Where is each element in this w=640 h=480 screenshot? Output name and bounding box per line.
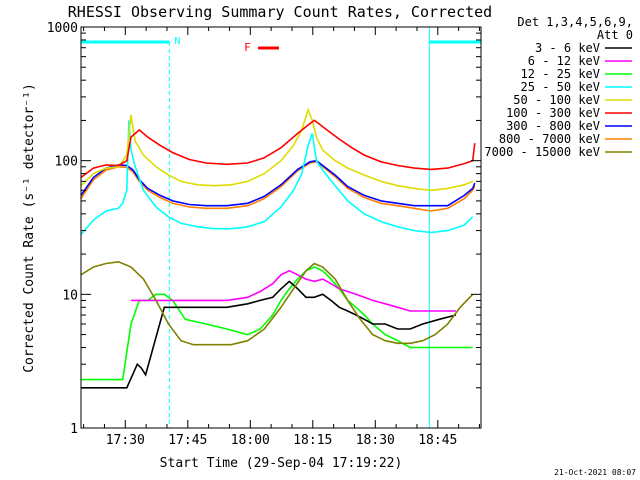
x-axis-label: Start Time (29-Sep-04 17:19:22) bbox=[160, 456, 403, 471]
y-tick-label: 1 bbox=[70, 422, 78, 437]
series-line-800-7000kev bbox=[81, 160, 476, 212]
series-line-7000-15000kev bbox=[81, 260, 474, 346]
legend-entry-label: 50 - 100 keV bbox=[513, 93, 600, 107]
series-line-100-300kev bbox=[81, 119, 476, 179]
series-line-3-6kev bbox=[81, 280, 457, 389]
series-line-6-12kev bbox=[131, 269, 456, 312]
series-line-12-25kev bbox=[81, 266, 473, 381]
legend-entry-label: 3 - 6 keV bbox=[535, 41, 600, 55]
legend-entry-label: 6 - 12 keV bbox=[528, 54, 600, 68]
x-tick-label: 18:15 bbox=[293, 433, 332, 448]
legend-entry-label: 7000 - 15000 keV bbox=[484, 145, 600, 159]
x-axis: 17:30 17:45 18:00 18:15 18:30 18:45 bbox=[83, 27, 480, 448]
series-line-50-100kev bbox=[81, 107, 474, 192]
plot-area bbox=[81, 107, 476, 389]
legend-header-line-2: Att 0 bbox=[597, 28, 633, 42]
series-line-25-50kev bbox=[81, 120, 474, 236]
legend-entry-label: 100 - 300 keV bbox=[506, 106, 600, 120]
x-tick-label: 18:45 bbox=[418, 433, 457, 448]
y-axis: 1 10 100 1000 bbox=[47, 21, 481, 437]
x-tick-label: 18:30 bbox=[356, 433, 395, 448]
y-tick-label: 1000 bbox=[47, 21, 78, 36]
chart-title: RHESSI Observing Summary Count Rates, Co… bbox=[68, 3, 492, 21]
flare-flag-label: F bbox=[244, 41, 251, 54]
legend-entry-label: 25 - 50 keV bbox=[521, 80, 600, 94]
x-tick-label: 17:30 bbox=[106, 433, 145, 448]
plot-frame bbox=[80, 26, 482, 429]
x-tick-label: 18:00 bbox=[231, 433, 270, 448]
footer-timestamp: 21-Oct-2021 08:07 bbox=[554, 468, 636, 477]
legend-entry-label: 12 - 25 keV bbox=[521, 67, 600, 81]
y-tick-label: 100 bbox=[55, 155, 78, 170]
y-tick-label: 10 bbox=[62, 288, 78, 303]
legend-entry-label: 300 - 800 keV bbox=[506, 119, 600, 133]
legend-entry-label: 800 - 7000 keV bbox=[499, 132, 600, 146]
flare-flag-marker: F bbox=[244, 41, 279, 54]
night-flag-label: N bbox=[174, 36, 180, 47]
legend-header-line-1: Det 1,3,4,5,6,9, bbox=[517, 15, 633, 29]
y-axis-label: Corrected Count Rate (s⁻¹ detector⁻¹) bbox=[22, 83, 37, 373]
series-line-300-800kev bbox=[81, 159, 476, 207]
x-tick-label: 17:45 bbox=[168, 433, 207, 448]
